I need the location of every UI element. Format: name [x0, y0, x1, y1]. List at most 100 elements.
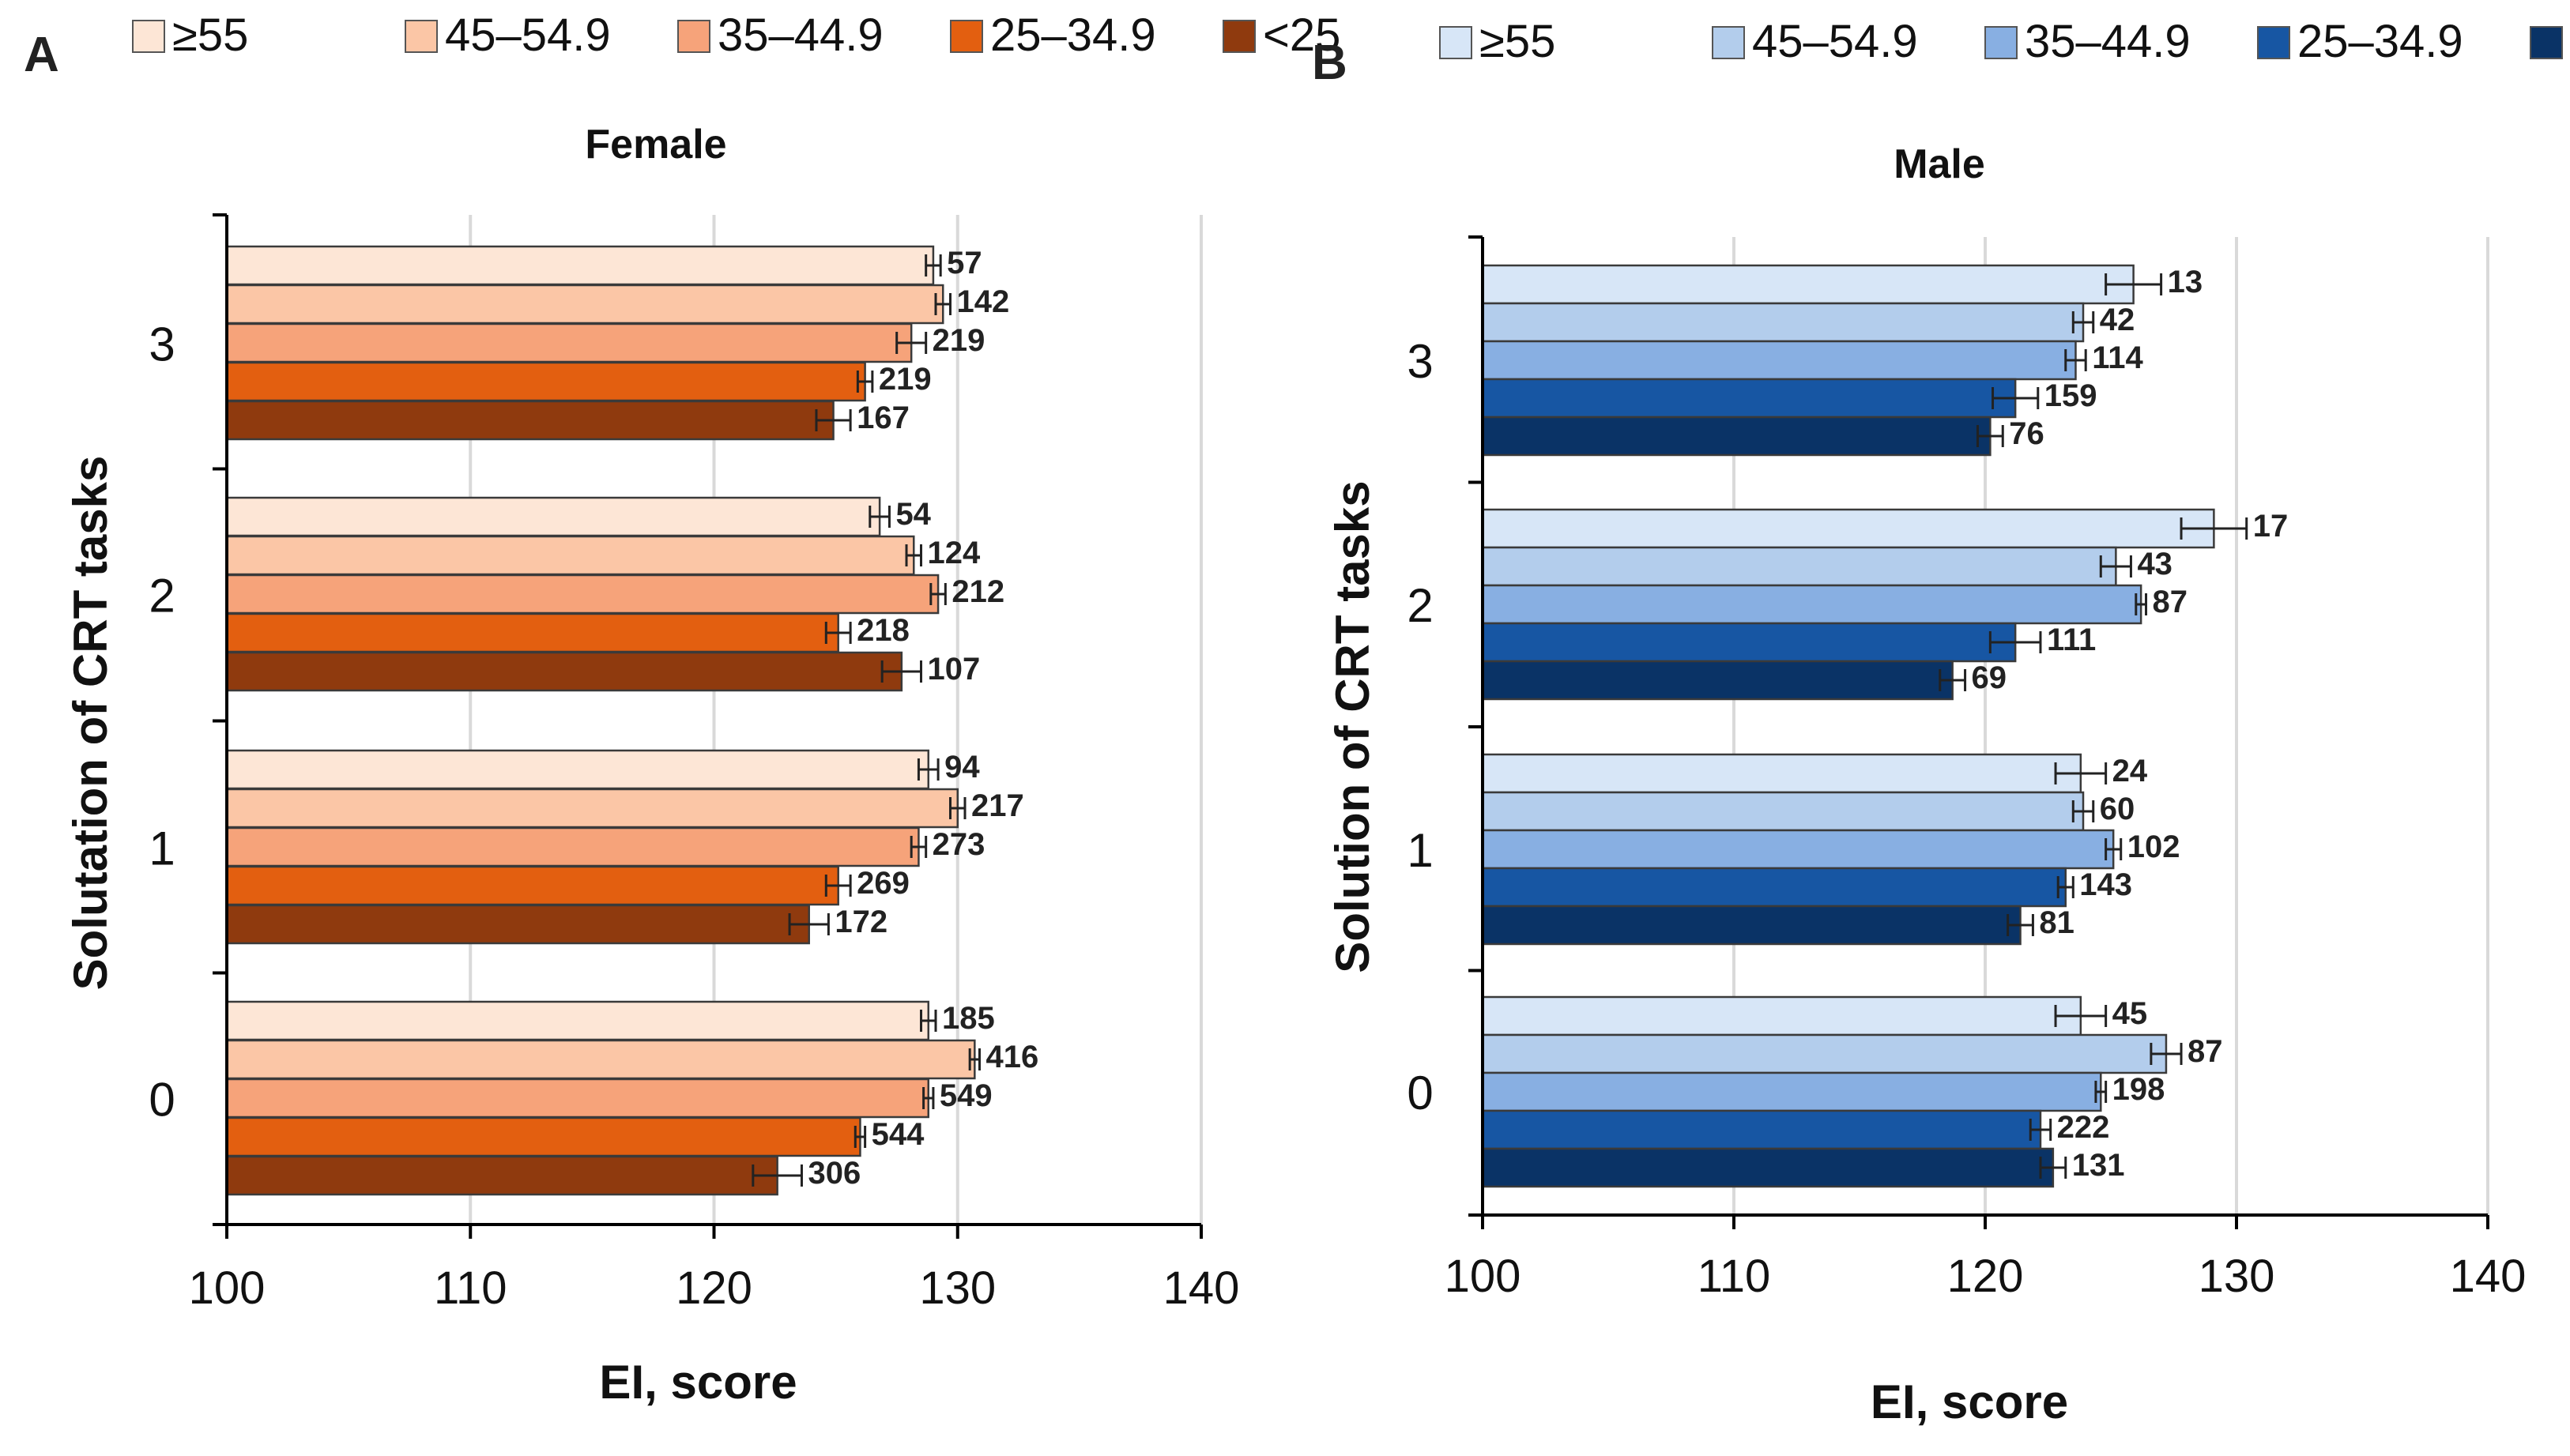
data-label: 306 — [808, 1156, 861, 1191]
x-tick-label: 100 — [1445, 1251, 1521, 1302]
bar — [1481, 753, 2082, 794]
data-label: 544 — [872, 1117, 925, 1152]
bar — [225, 535, 915, 576]
data-label: 273 — [933, 827, 985, 862]
data-label: 185 — [942, 1001, 995, 1036]
legend-swatch — [1984, 26, 2018, 59]
x-tick-label: 120 — [1947, 1251, 2024, 1302]
data-label: 217 — [971, 788, 1024, 823]
legend-swatch — [950, 20, 983, 53]
legend-label: 45–54.9 — [1752, 16, 1918, 67]
category-label: 1 — [1407, 824, 1433, 877]
bar — [1481, 302, 2085, 343]
bar — [1481, 995, 2082, 1037]
bar — [225, 651, 903, 692]
data-label: 43 — [2137, 547, 2172, 581]
bar — [1481, 1033, 2168, 1074]
data-label: 87 — [2153, 585, 2188, 619]
data-label: 124 — [928, 536, 981, 570]
bar — [1481, 829, 2115, 870]
legend-label: 35–44.9 — [718, 9, 884, 61]
bar — [1481, 791, 2085, 832]
legend-swatch — [2257, 26, 2290, 59]
category-label: 0 — [149, 1074, 175, 1127]
bar — [1481, 264, 2135, 305]
data-label: 142 — [957, 284, 1010, 319]
data-label: 107 — [928, 652, 981, 687]
data-label: 212 — [952, 574, 1004, 609]
x-tick-label: 140 — [1163, 1262, 1240, 1314]
chart-panel-b: B≥5545–54.935–44.925–34.9<25Male13421141… — [1312, 16, 2563, 1428]
legend-swatch — [677, 20, 710, 53]
data-label: 17 — [2253, 509, 2289, 544]
data-label: 81 — [2039, 905, 2074, 940]
data-label: 131 — [2072, 1148, 2125, 1183]
x-tick-label: 120 — [676, 1262, 752, 1314]
data-label: 159 — [2044, 378, 2097, 413]
legend-label: ≥55 — [172, 9, 248, 61]
data-label: 45 — [2112, 996, 2148, 1031]
bar — [1481, 1147, 2055, 1188]
data-label: 172 — [835, 905, 887, 939]
data-label: 24 — [2112, 754, 2148, 788]
bar — [1481, 1071, 2102, 1112]
data-label: 114 — [2092, 340, 2143, 375]
bar — [225, 1039, 976, 1080]
bar — [225, 904, 810, 945]
data-label: 94 — [944, 750, 980, 784]
data-label: 42 — [2100, 303, 2135, 337]
legend-swatch — [2530, 26, 2563, 59]
bar — [225, 284, 944, 325]
x-tick-label: 140 — [2450, 1251, 2527, 1302]
legend-swatch — [1223, 20, 1256, 53]
bar — [225, 826, 920, 867]
data-label: 416 — [985, 1040, 1038, 1074]
legend-swatch — [405, 20, 438, 53]
category-label: 1 — [149, 822, 175, 875]
bar — [1481, 660, 1954, 701]
data-label: 13 — [2168, 265, 2203, 299]
bar — [225, 1000, 930, 1041]
bar — [225, 749, 930, 790]
chart-panel-a: A ≥55 45–54.9 35–44.9 25–34.9 <25 Female 57 142 2… — [24, 9, 1340, 1409]
category-label: 3 — [1407, 335, 1433, 388]
bar — [225, 788, 959, 829]
bar — [1481, 546, 2117, 587]
legend-label: <25 — [1263, 9, 1340, 61]
chart-title: Female — [585, 122, 726, 167]
x-axis-title: EI, score — [1871, 1375, 2068, 1428]
category-label: 2 — [1407, 579, 1433, 632]
data-label: 57 — [947, 246, 982, 280]
panel-letter: B — [1312, 36, 1347, 90]
data-label: 218 — [857, 613, 910, 648]
data-label: 76 — [2009, 416, 2044, 451]
x-tick-label: 110 — [434, 1262, 507, 1314]
bar — [1481, 905, 2022, 946]
panel-letter: A — [24, 28, 59, 82]
bar — [225, 865, 839, 906]
data-label: 549 — [940, 1078, 993, 1113]
legend-swatch — [1712, 26, 1745, 59]
bar — [1481, 584, 2142, 625]
legend-label: 45–54.9 — [445, 9, 611, 61]
y-axis-title: Solution of CRT tasks — [1326, 480, 1379, 973]
x-tick-label: 130 — [919, 1262, 996, 1314]
category-label: 0 — [1407, 1067, 1433, 1119]
bar — [1481, 378, 2017, 419]
category-label: 2 — [149, 570, 175, 623]
x-tick-label: 100 — [189, 1262, 266, 1314]
x-axis-title: EI, score — [599, 1356, 797, 1409]
bar — [225, 245, 935, 286]
data-label: 219 — [879, 362, 932, 397]
bar — [1481, 508, 2215, 549]
legend-label: 25–34.9 — [2297, 16, 2463, 67]
bar — [225, 574, 940, 615]
x-tick-label: 110 — [1698, 1251, 1770, 1302]
bar — [225, 322, 913, 363]
chart-title: Male — [1894, 141, 1985, 187]
data-label: 102 — [2127, 830, 2180, 864]
bar — [1481, 340, 2077, 381]
legend-swatch — [132, 20, 165, 53]
data-label: 60 — [2100, 792, 2135, 826]
data-label: 87 — [2188, 1034, 2223, 1069]
